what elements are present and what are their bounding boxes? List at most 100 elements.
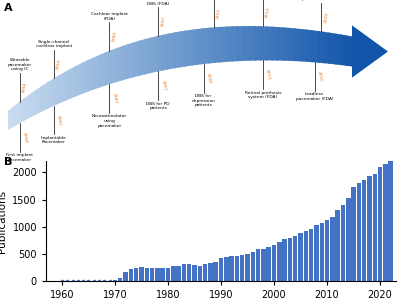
Bar xyxy=(304,231,308,281)
Bar xyxy=(330,217,335,281)
Polygon shape xyxy=(311,30,320,63)
Bar xyxy=(128,269,133,281)
Bar xyxy=(155,268,160,281)
Bar xyxy=(372,174,377,281)
Point xyxy=(64,279,70,283)
Bar xyxy=(320,223,324,281)
Text: First implant
pacemaker: First implant pacemaker xyxy=(6,153,33,162)
Text: 1958: 1958 xyxy=(22,132,28,143)
Bar xyxy=(150,268,154,281)
Text: 2019: 2019 xyxy=(324,11,329,23)
Polygon shape xyxy=(167,32,176,70)
Bar xyxy=(261,249,266,281)
Text: Single-channel
cochlear implant: Single-channel cochlear implant xyxy=(36,39,72,48)
Bar xyxy=(171,266,176,281)
Bar xyxy=(362,180,366,281)
Polygon shape xyxy=(52,75,59,106)
Bar xyxy=(118,278,122,281)
Polygon shape xyxy=(156,35,163,72)
Polygon shape xyxy=(179,30,186,68)
Bar xyxy=(383,164,388,281)
Point xyxy=(59,279,65,283)
Bar xyxy=(325,220,329,281)
Bar xyxy=(282,239,287,281)
Text: Retinal prothesis
system (FDA): Retinal prothesis system (FDA) xyxy=(244,91,281,99)
Polygon shape xyxy=(64,68,71,101)
Polygon shape xyxy=(197,28,204,65)
Polygon shape xyxy=(139,39,146,76)
Bar xyxy=(182,264,186,281)
Polygon shape xyxy=(132,40,141,78)
Polygon shape xyxy=(122,44,128,80)
Text: 2016: 2016 xyxy=(316,71,322,83)
Bar xyxy=(192,265,197,281)
Polygon shape xyxy=(99,52,106,88)
Text: Wearable
pacemaker
using IC: Wearable pacemaker using IC xyxy=(8,58,32,71)
Polygon shape xyxy=(209,27,216,63)
Text: 1997: 1997 xyxy=(160,16,166,27)
Polygon shape xyxy=(335,33,342,65)
Bar xyxy=(388,161,393,281)
Bar xyxy=(134,268,138,281)
Polygon shape xyxy=(284,28,290,61)
Polygon shape xyxy=(289,28,296,61)
Polygon shape xyxy=(328,33,337,65)
Polygon shape xyxy=(40,81,49,112)
Polygon shape xyxy=(116,46,123,82)
Text: 1964: 1964 xyxy=(56,58,62,70)
Polygon shape xyxy=(92,54,101,90)
Polygon shape xyxy=(266,26,273,60)
Text: 1960: 1960 xyxy=(56,114,62,126)
Polygon shape xyxy=(47,78,54,109)
Polygon shape xyxy=(150,36,158,73)
Polygon shape xyxy=(249,26,256,61)
Point xyxy=(106,279,113,283)
Bar xyxy=(277,242,282,281)
Polygon shape xyxy=(259,26,268,60)
Point xyxy=(101,279,108,283)
Bar xyxy=(224,257,228,281)
Bar xyxy=(336,210,340,281)
Bar xyxy=(314,225,319,281)
Polygon shape xyxy=(70,66,76,99)
Text: 1997: 1997 xyxy=(160,80,166,91)
Polygon shape xyxy=(18,98,25,124)
Polygon shape xyxy=(35,86,42,115)
Point xyxy=(90,279,97,283)
Polygon shape xyxy=(174,31,181,68)
Polygon shape xyxy=(232,26,238,62)
Text: 1984: 1984 xyxy=(111,31,117,42)
Bar xyxy=(378,167,382,281)
Bar xyxy=(166,268,170,281)
Polygon shape xyxy=(109,48,118,84)
Point xyxy=(69,279,76,283)
Bar xyxy=(298,234,303,281)
Polygon shape xyxy=(226,26,233,62)
Bar xyxy=(245,254,250,281)
Polygon shape xyxy=(191,29,198,65)
Bar xyxy=(219,258,223,281)
Bar xyxy=(288,238,292,281)
Bar xyxy=(113,280,117,281)
Bar xyxy=(139,267,144,281)
Bar xyxy=(309,229,314,281)
Bar xyxy=(256,249,260,281)
Polygon shape xyxy=(58,71,66,104)
Bar xyxy=(208,263,213,281)
Text: A: A xyxy=(4,3,13,13)
Text: Leadless
pacemaker (FDA): Leadless pacemaker (FDA) xyxy=(296,92,333,101)
Point xyxy=(75,279,81,283)
Polygon shape xyxy=(8,106,15,130)
Bar xyxy=(214,262,218,281)
Bar xyxy=(346,198,350,281)
Bar xyxy=(198,266,202,281)
Text: DBS for PD
patients: DBS for PD patients xyxy=(146,102,170,110)
Polygon shape xyxy=(87,57,94,92)
Y-axis label: Publications: Publications xyxy=(0,190,7,253)
Text: 2013: 2013 xyxy=(265,69,271,80)
Bar xyxy=(160,268,165,281)
Polygon shape xyxy=(23,93,32,121)
Bar xyxy=(341,205,345,281)
Bar xyxy=(144,268,149,281)
Polygon shape xyxy=(127,42,134,79)
